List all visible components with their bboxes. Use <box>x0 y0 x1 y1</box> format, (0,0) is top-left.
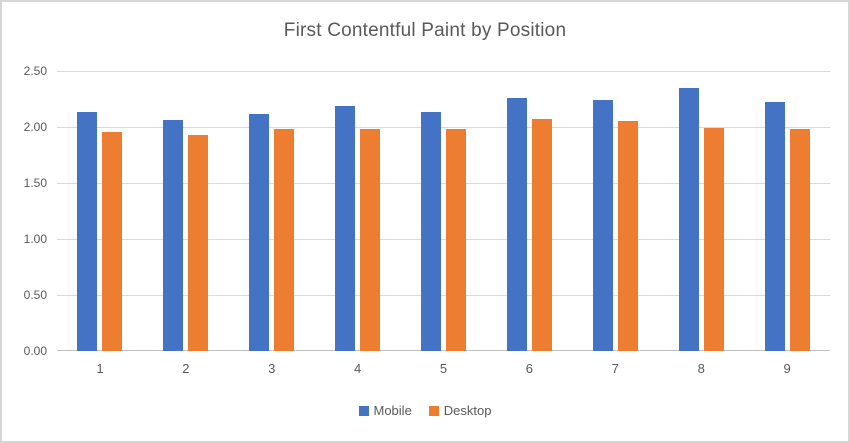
bar-group-8 <box>658 71 744 351</box>
bar-group-9 <box>744 71 830 351</box>
bar-groups <box>57 71 830 351</box>
bar-mobile-1 <box>77 112 98 351</box>
bar-mobile-8 <box>678 87 699 351</box>
y-tick-label: 0.00 <box>23 344 47 358</box>
bar-mobile-6 <box>506 97 527 351</box>
legend: Mobile Desktop <box>2 403 848 418</box>
x-tick-label: 6 <box>525 361 534 376</box>
bar-desktop-7 <box>617 121 638 351</box>
bar-group-5 <box>401 71 487 351</box>
y-tick-label: 0.50 <box>23 288 47 302</box>
x-axis-line <box>57 350 830 351</box>
legend-swatch-icon <box>358 405 369 416</box>
bar-mobile-4 <box>335 105 356 351</box>
bar-group-4 <box>315 71 401 351</box>
bar-group-7 <box>572 71 658 351</box>
bar-desktop-1 <box>102 131 123 351</box>
legend-label: Mobile <box>373 403 412 418</box>
legend-swatch-icon <box>428 405 439 416</box>
bar-mobile-7 <box>592 100 613 351</box>
bar-mobile-5 <box>421 112 441 351</box>
x-tick-label: 5 <box>439 361 448 376</box>
bar-desktop-3 <box>274 129 295 351</box>
bar-group-6 <box>486 71 572 351</box>
y-tick-label: 2.50 <box>23 64 47 78</box>
x-tick-label: 2 <box>182 361 190 376</box>
chart-title: First Contentful Paint by Position <box>283 20 567 41</box>
legend-item-mobile: Mobile <box>358 403 412 418</box>
plot-area <box>57 71 830 351</box>
gridline <box>57 239 830 240</box>
x-tick-label: 4 <box>354 361 362 376</box>
x-tick-label: 1 <box>96 361 104 376</box>
bar-desktop-2 <box>188 134 209 351</box>
x-tick-label: 7 <box>611 361 619 376</box>
y-tick-label: 1.50 <box>23 176 47 190</box>
bar-group-1 <box>57 71 143 351</box>
y-tick-label: 2.00 <box>23 120 47 134</box>
y-tick-label: 1.00 <box>23 232 47 246</box>
legend-item-desktop: Desktop <box>428 403 492 418</box>
bar-desktop-5 <box>446 129 466 351</box>
x-axis: 1 2 3 4 5 6 7 8 9 <box>57 361 830 376</box>
bar-desktop-6 <box>531 119 552 351</box>
bar-mobile-3 <box>249 113 270 351</box>
legend-label: Desktop <box>443 403 492 418</box>
bar-desktop-8 <box>703 128 724 351</box>
gridline <box>57 183 830 184</box>
bar-desktop-9 <box>789 129 810 351</box>
bar-mobile-9 <box>764 102 785 351</box>
gridline <box>57 71 830 72</box>
x-tick-label: 3 <box>268 361 276 376</box>
bar-group-3 <box>229 71 315 351</box>
x-tick-label: 8 <box>697 361 705 376</box>
bar-group-2 <box>143 71 229 351</box>
y-axis: 0.00 0.50 1.00 1.50 2.00 2.50 <box>2 64 47 358</box>
gridline <box>57 127 830 128</box>
x-tick-label: 9 <box>783 361 791 376</box>
bar-mobile-2 <box>163 120 184 351</box>
gridline <box>57 295 830 296</box>
bar-desktop-4 <box>360 129 381 351</box>
